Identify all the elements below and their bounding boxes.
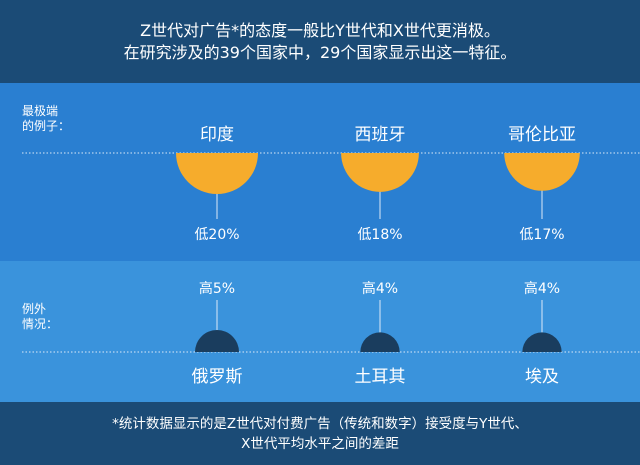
half-disc-india — [176, 153, 258, 194]
country-label-spain: 西班牙 — [354, 125, 406, 145]
value-label-spain: 低18% — [357, 227, 403, 243]
extreme-label-line-2: 的例子： — [22, 119, 71, 133]
chart-footer: *统计数据显示的是Z世代对付费广告（传统和数字）接受度与Y世代、 X世代平均水平… — [0, 402, 640, 465]
half-disc-turkey — [360, 332, 400, 352]
value-label-russia: 高5% — [198, 281, 236, 297]
chart-header: Z世代对广告*的态度一般比Y世代和X世代更消极。 在研究涉及的39个国家中，29… — [0, 0, 640, 83]
exception-label-line-1: 例外 — [22, 302, 47, 316]
marks-bottom — [195, 300, 562, 352]
half-disc-colombia — [504, 153, 580, 191]
exception-panel — [0, 261, 640, 402]
half-disc-egypt — [522, 332, 562, 352]
marks-top — [176, 153, 580, 219]
country-label-egypt: 埃及 — [525, 367, 559, 387]
country-label-india: 印度 — [200, 125, 234, 145]
exception-label-line-2: 情况： — [22, 317, 59, 331]
extreme-section-label: 最极端 的例子： — [22, 104, 70, 134]
exception-section-label: 例外 情况： — [22, 302, 58, 332]
header-line-1: Z世代对广告*的态度一般比Y世代和X世代更消极。 — [140, 20, 500, 40]
country-label-turkey: 土耳其 — [354, 367, 406, 387]
value-label-egypt: 高4% — [523, 281, 561, 297]
country-label-colombia: 哥伦比亚 — [508, 125, 576, 145]
value-label-colombia: 低17% — [519, 227, 565, 243]
country-label-russia: 俄罗斯 — [191, 367, 243, 387]
footer-line-2: X世代平均水平之间的差距 — [241, 435, 399, 452]
value-label-india: 低20% — [194, 227, 240, 243]
extreme-label-line-1: 最极端 — [22, 104, 59, 118]
half-disc-spain — [341, 153, 419, 192]
footer-line-1: *统计数据显示的是Z世代对付费广告（传统和数字）接受度与Y世代、 — [112, 415, 528, 432]
header-line-2: 在研究涉及的39个国家中，29个国家显示出这一特征。 — [123, 42, 517, 62]
half-disc-russia — [195, 330, 239, 352]
value-label-turkey: 高4% — [361, 281, 399, 297]
